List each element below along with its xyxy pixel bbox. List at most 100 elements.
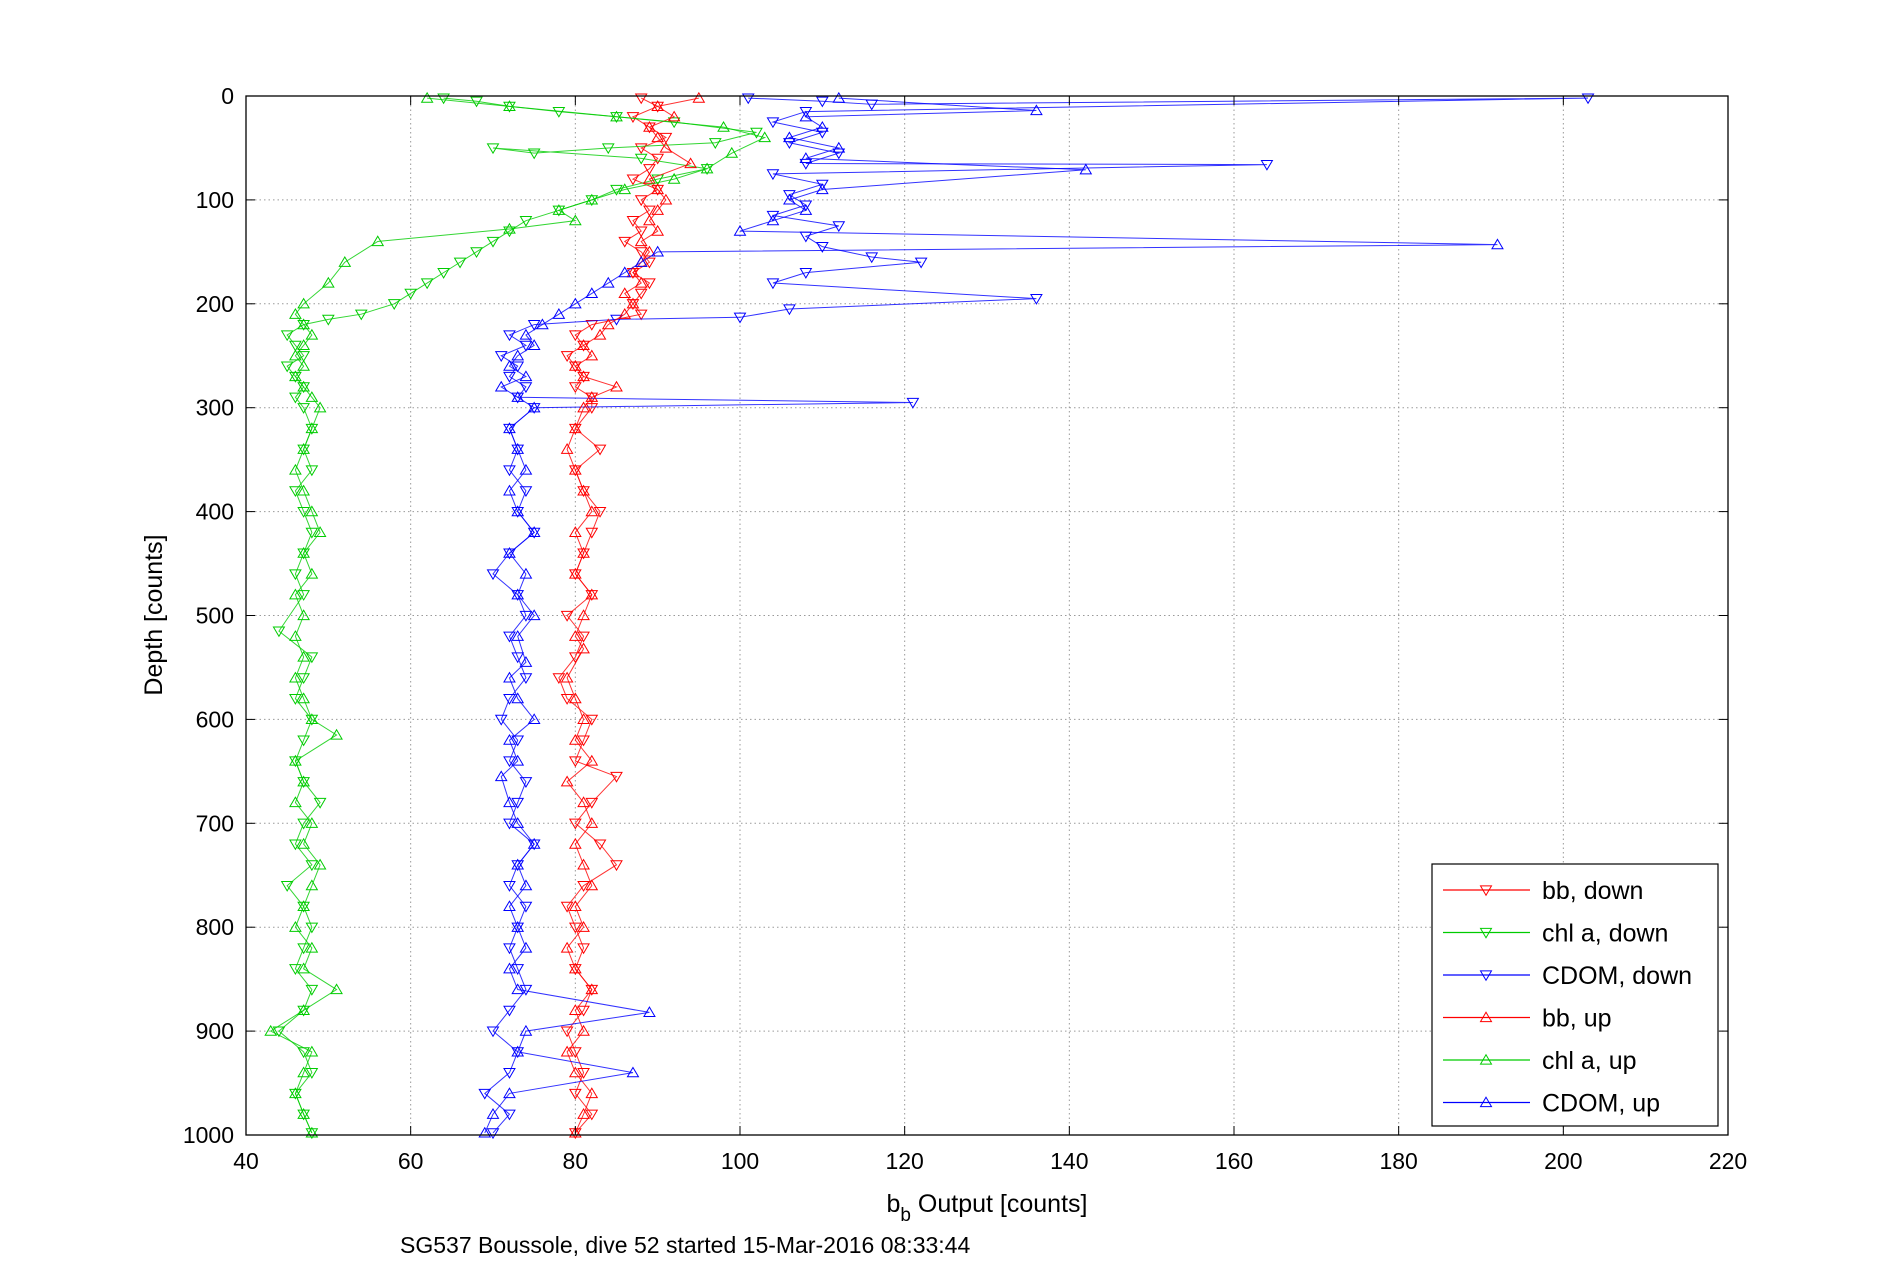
data-point <box>568 569 582 581</box>
data-point <box>494 714 508 726</box>
data-point <box>297 506 311 518</box>
data-point <box>313 797 327 809</box>
data-point <box>297 548 311 560</box>
data-point <box>577 609 590 621</box>
data-point <box>815 120 829 132</box>
data-point <box>651 183 665 195</box>
data-point <box>659 132 673 144</box>
data-point <box>717 120 730 132</box>
data-point <box>511 692 525 704</box>
data-point <box>626 266 640 278</box>
data-point <box>338 256 352 267</box>
y-tick-label: 300 <box>196 395 234 421</box>
data-point <box>297 546 311 558</box>
legend-marker <box>1479 1053 1493 1065</box>
data-point <box>568 361 582 373</box>
data-point <box>437 93 450 105</box>
data-point <box>289 796 302 808</box>
data-point <box>297 484 311 496</box>
data-point <box>305 567 319 579</box>
data-point <box>577 548 590 560</box>
data-point <box>568 526 582 538</box>
data-point <box>527 401 541 413</box>
legend-label: bb, up <box>1542 1005 1612 1033</box>
data-point <box>577 881 590 892</box>
data-point <box>626 174 640 186</box>
data-point <box>799 106 813 118</box>
data-point <box>297 1108 311 1119</box>
data-point <box>577 1108 590 1119</box>
data-point <box>503 484 516 496</box>
data-point <box>494 351 508 362</box>
data-point <box>560 693 574 705</box>
data-point <box>511 735 525 747</box>
data-point <box>297 673 311 685</box>
data-point <box>519 1024 533 1036</box>
data-point <box>560 671 574 683</box>
data-point <box>865 252 879 264</box>
data-point <box>799 204 813 215</box>
data-point <box>297 297 311 309</box>
data-point <box>618 236 632 248</box>
data-point <box>643 205 656 217</box>
data-point <box>634 276 648 288</box>
data-point <box>552 307 566 319</box>
data-point <box>527 837 541 849</box>
data-point <box>552 673 566 685</box>
data-point <box>305 652 319 664</box>
data-point <box>305 713 319 725</box>
data-point <box>593 839 607 851</box>
data-point <box>783 190 796 201</box>
data-point <box>503 422 516 434</box>
data-point <box>519 879 533 891</box>
data-point <box>289 920 302 932</box>
x-tick-label: 160 <box>1215 1148 1253 1174</box>
data-point <box>511 1045 525 1057</box>
legend-marker <box>1479 1011 1493 1023</box>
data-point <box>634 153 648 165</box>
x-tick-label: 200 <box>1544 1148 1582 1174</box>
data-point <box>527 609 541 621</box>
data-point <box>511 506 525 518</box>
data-point <box>272 626 286 638</box>
data-point <box>511 349 525 361</box>
data-point <box>297 1004 311 1015</box>
data-point <box>568 567 582 579</box>
data-point <box>420 278 434 290</box>
data-point <box>305 423 319 435</box>
data-point <box>568 214 582 226</box>
series-5 <box>478 91 1504 1138</box>
data-point <box>313 858 327 870</box>
data-point <box>297 962 311 974</box>
data-point <box>610 184 623 196</box>
data-point <box>503 693 516 705</box>
data-point <box>404 288 418 300</box>
data-point <box>577 486 590 498</box>
data-point <box>659 193 673 205</box>
data-point <box>527 339 541 350</box>
data-point <box>527 403 541 414</box>
data-point <box>289 588 302 600</box>
data-point <box>568 630 582 641</box>
data-point <box>297 351 311 362</box>
legend-marker <box>1479 970 1493 982</box>
data-point <box>371 235 385 247</box>
data-point <box>486 1128 500 1140</box>
data-point <box>503 756 516 768</box>
data-point <box>503 1068 516 1079</box>
data-point <box>626 216 640 227</box>
data-point <box>585 527 599 539</box>
data-point <box>568 1004 582 1015</box>
data-point <box>289 1088 302 1100</box>
data-point <box>511 920 525 932</box>
data-point <box>289 671 302 683</box>
data-point <box>832 221 846 233</box>
data-point <box>585 754 599 766</box>
data-point <box>577 943 590 955</box>
x-tick-label: 120 <box>885 1148 923 1174</box>
data-point <box>511 630 525 641</box>
data-point <box>577 713 590 725</box>
data-point <box>494 770 508 782</box>
data-point <box>741 93 755 105</box>
data-point <box>527 319 541 331</box>
